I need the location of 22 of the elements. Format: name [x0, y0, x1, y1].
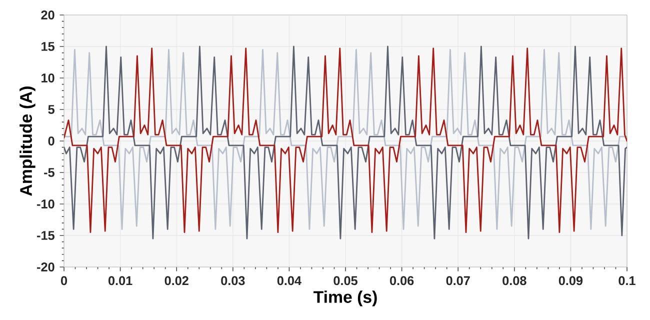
y-tick-label: -5: [44, 168, 54, 177]
y-tick-label: -15: [37, 231, 54, 240]
x-tick-label: 0: [61, 276, 68, 286]
x-tick-label: 0.01: [108, 276, 132, 286]
y-tick-label: -10: [37, 200, 54, 208]
x-tick-label: 0.03: [221, 276, 245, 286]
x-tick-label: 0.09: [558, 276, 583, 286]
y-tick-label: -20: [37, 262, 54, 272]
x-tick-label: 0.05: [334, 276, 358, 286]
x-tick-label: 0.07: [446, 276, 470, 286]
x-tick-label: 0.06: [390, 276, 414, 286]
x-tick-label: 0.1: [618, 276, 636, 286]
y-tick-label: 15: [42, 42, 54, 51]
x-tick-label: 0.02: [164, 276, 188, 286]
y-tick-label: 20: [41, 10, 54, 20]
x-axis-title: Time (s): [314, 290, 377, 306]
y-tick-label: 0: [48, 136, 54, 146]
x-tick-label: 0.04: [277, 276, 302, 286]
y-tick-label: 10: [42, 74, 54, 82]
y-tick-label: 5: [48, 105, 54, 114]
x-tick-label: 0.08: [502, 276, 526, 286]
y-axis-title: Amplitude (A): [20, 86, 36, 196]
